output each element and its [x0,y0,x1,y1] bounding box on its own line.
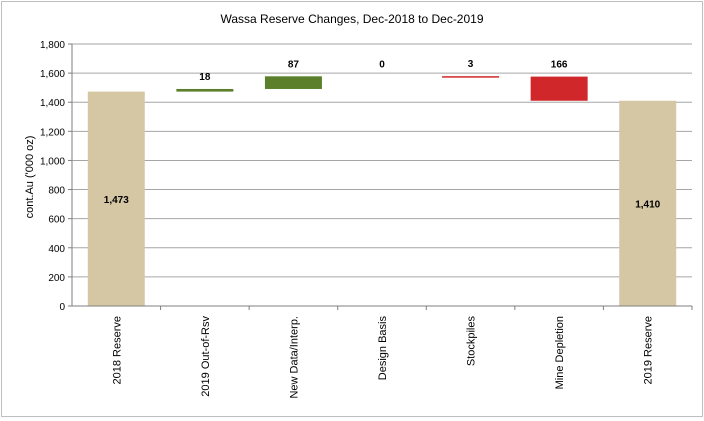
bar-increase [264,76,322,89]
category-label: Design Basis [377,316,389,381]
data-label: 1,410 [635,199,660,210]
data-label: 1,473 [104,195,129,206]
data-label: 87 [288,59,300,70]
y-tick-label: 1,400 [40,98,65,109]
data-label: 18 [199,72,211,83]
y-axis-label: cont.Au ('000 oz) [24,136,36,219]
y-tick-label: 1,800 [40,40,65,51]
y-tick-label: 1,600 [40,69,65,80]
y-tick-label: 400 [48,244,65,255]
y-tick-label: 600 [48,215,65,226]
data-label: 3 [468,59,474,70]
y-tick-label: 800 [48,186,65,197]
gridlines [72,43,692,278]
chart-title: Wassa Reserve Changes, Dec-2018 to Dec-2… [220,12,483,26]
category-label: 2019 Out-of-Rsv [200,316,212,397]
bar-decrease [442,76,500,78]
y-tick-label: 200 [48,273,65,284]
y-tick-label: 1,200 [40,127,65,138]
category-label: 2018 Reserve [111,316,123,385]
bars [87,76,677,307]
bar-decrease [530,76,588,101]
bar-increase [176,88,234,92]
category-label: Stockpiles [466,316,478,367]
category-label: 2019 Reserve [643,316,655,385]
bar-total [87,91,145,306]
category-label: Mine Depletion [554,316,566,389]
y-tick-label: 0 [59,302,65,313]
waterfall-chart: Wassa Reserve Changes, Dec-2018 to Dec-2… [24,12,693,399]
axes: 0 200 400 600 800 1,000 1,200 1,400 1,600 1,800 20… [40,40,693,399]
bar-total [619,100,677,307]
data-label: 166 [551,60,568,71]
category-label: New Data/Interp. [288,316,300,399]
y-tick-label: 1,000 [40,156,65,167]
data-labels: 1,473 18 87 0 3 166 1,410 [104,59,661,210]
data-label: 0 [379,59,385,70]
